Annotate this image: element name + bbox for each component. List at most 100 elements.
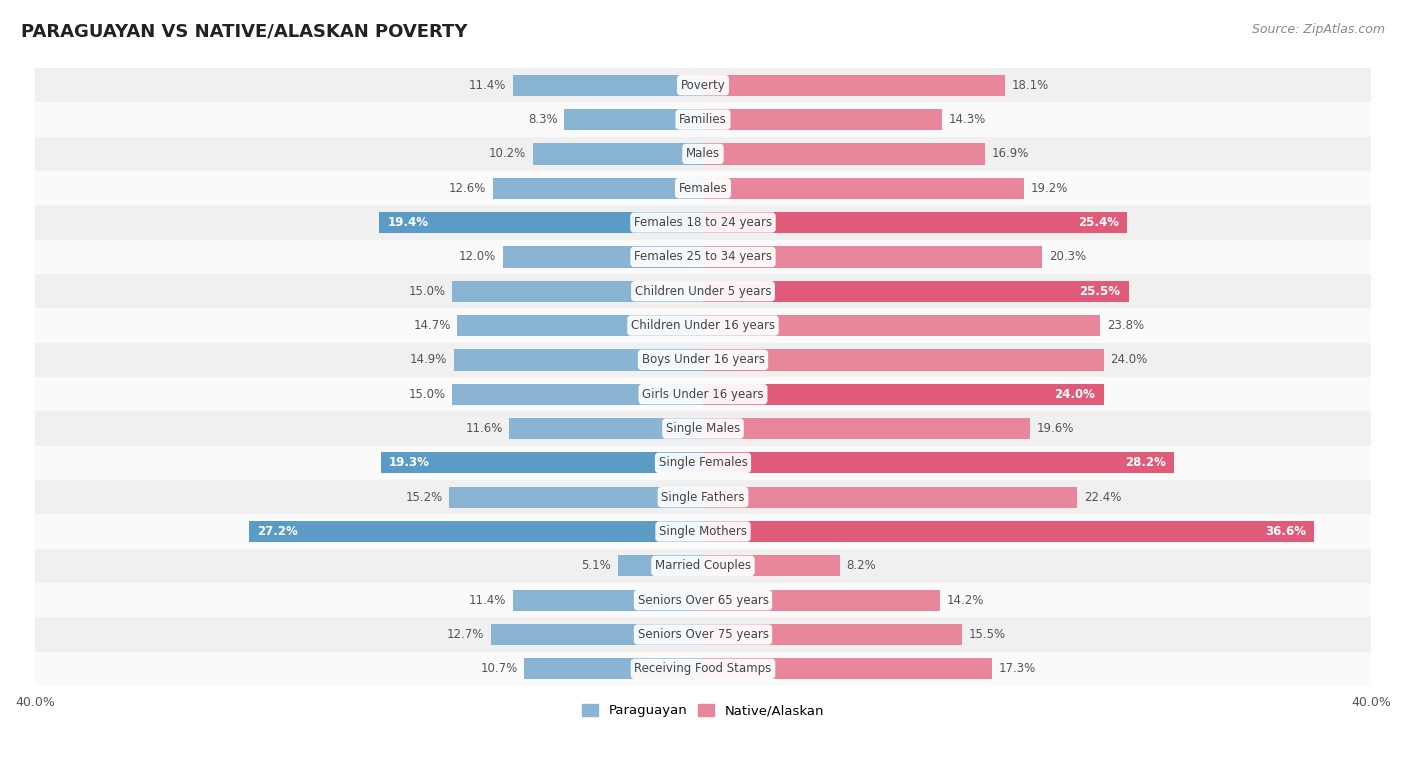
Text: Females 18 to 24 years: Females 18 to 24 years bbox=[634, 216, 772, 229]
Text: Children Under 5 years: Children Under 5 years bbox=[634, 285, 772, 298]
Bar bbox=[35, 343, 1371, 377]
Text: Source: ZipAtlas.com: Source: ZipAtlas.com bbox=[1251, 23, 1385, 36]
Bar bbox=[381, 453, 703, 474]
Text: 24.0%: 24.0% bbox=[1054, 387, 1095, 401]
Bar bbox=[703, 453, 1174, 474]
Text: 24.0%: 24.0% bbox=[1111, 353, 1147, 366]
Bar bbox=[703, 212, 1128, 233]
Bar bbox=[35, 515, 1371, 549]
Bar bbox=[703, 487, 1077, 508]
Bar bbox=[35, 446, 1371, 480]
Bar bbox=[703, 177, 1024, 199]
Bar bbox=[35, 617, 1371, 652]
Text: 14.9%: 14.9% bbox=[411, 353, 447, 366]
Text: Receiving Food Stamps: Receiving Food Stamps bbox=[634, 662, 772, 675]
Text: Single Females: Single Females bbox=[658, 456, 748, 469]
Text: 25.5%: 25.5% bbox=[1080, 285, 1121, 298]
Text: 15.0%: 15.0% bbox=[409, 285, 446, 298]
Bar bbox=[703, 349, 1104, 371]
Text: 18.1%: 18.1% bbox=[1012, 79, 1049, 92]
Bar bbox=[703, 418, 1031, 439]
Legend: Paraguayan, Native/Alaskan: Paraguayan, Native/Alaskan bbox=[576, 699, 830, 722]
Text: 14.2%: 14.2% bbox=[946, 594, 984, 606]
Bar bbox=[457, 315, 703, 337]
Bar bbox=[533, 143, 703, 164]
Text: 10.2%: 10.2% bbox=[489, 147, 526, 161]
Text: 11.6%: 11.6% bbox=[465, 422, 502, 435]
Bar bbox=[703, 143, 986, 164]
Text: 12.0%: 12.0% bbox=[458, 250, 496, 263]
Bar bbox=[703, 109, 942, 130]
Bar bbox=[35, 171, 1371, 205]
Text: Single Males: Single Males bbox=[666, 422, 740, 435]
Text: 10.7%: 10.7% bbox=[481, 662, 517, 675]
Bar bbox=[491, 624, 703, 645]
Text: 17.3%: 17.3% bbox=[998, 662, 1036, 675]
Bar bbox=[35, 309, 1371, 343]
Text: 19.3%: 19.3% bbox=[389, 456, 430, 469]
Bar bbox=[492, 177, 703, 199]
Text: 27.2%: 27.2% bbox=[257, 525, 298, 538]
Text: 8.3%: 8.3% bbox=[529, 113, 558, 126]
Text: 5.1%: 5.1% bbox=[582, 559, 612, 572]
Text: Children Under 16 years: Children Under 16 years bbox=[631, 319, 775, 332]
Bar bbox=[35, 274, 1371, 309]
Bar bbox=[249, 521, 703, 542]
Text: Females 25 to 34 years: Females 25 to 34 years bbox=[634, 250, 772, 263]
Text: Poverty: Poverty bbox=[681, 79, 725, 92]
Bar bbox=[35, 377, 1371, 412]
Bar bbox=[453, 280, 703, 302]
Bar bbox=[449, 487, 703, 508]
Text: Females: Females bbox=[679, 182, 727, 195]
Bar bbox=[35, 549, 1371, 583]
Bar bbox=[35, 102, 1371, 136]
Bar bbox=[617, 555, 703, 577]
Text: 19.2%: 19.2% bbox=[1031, 182, 1067, 195]
Text: 15.0%: 15.0% bbox=[409, 387, 446, 401]
Text: 8.2%: 8.2% bbox=[846, 559, 876, 572]
Text: 12.6%: 12.6% bbox=[449, 182, 486, 195]
Bar bbox=[380, 212, 703, 233]
Bar bbox=[35, 136, 1371, 171]
Bar bbox=[703, 246, 1042, 268]
Bar bbox=[703, 624, 962, 645]
Bar bbox=[703, 555, 839, 577]
Text: Single Fathers: Single Fathers bbox=[661, 490, 745, 503]
Text: 11.4%: 11.4% bbox=[468, 79, 506, 92]
Bar bbox=[453, 384, 703, 405]
Bar bbox=[564, 109, 703, 130]
Bar bbox=[509, 418, 703, 439]
Text: Males: Males bbox=[686, 147, 720, 161]
Text: Girls Under 16 years: Girls Under 16 years bbox=[643, 387, 763, 401]
Text: PARAGUAYAN VS NATIVE/ALASKAN POVERTY: PARAGUAYAN VS NATIVE/ALASKAN POVERTY bbox=[21, 23, 468, 41]
Text: 19.6%: 19.6% bbox=[1038, 422, 1074, 435]
Bar bbox=[703, 658, 993, 679]
Bar bbox=[703, 280, 1129, 302]
Text: 15.2%: 15.2% bbox=[405, 490, 443, 503]
Text: 19.4%: 19.4% bbox=[387, 216, 429, 229]
Text: 28.2%: 28.2% bbox=[1125, 456, 1166, 469]
Text: 11.4%: 11.4% bbox=[468, 594, 506, 606]
Bar bbox=[703, 521, 1315, 542]
Bar bbox=[703, 384, 1104, 405]
Bar bbox=[35, 205, 1371, 240]
Text: 16.9%: 16.9% bbox=[993, 147, 1029, 161]
Bar bbox=[35, 480, 1371, 515]
Text: Seniors Over 65 years: Seniors Over 65 years bbox=[637, 594, 769, 606]
Bar bbox=[35, 583, 1371, 617]
Bar bbox=[703, 315, 1101, 337]
Bar bbox=[703, 74, 1005, 96]
Text: 14.7%: 14.7% bbox=[413, 319, 451, 332]
Bar bbox=[703, 590, 941, 611]
Text: Seniors Over 75 years: Seniors Over 75 years bbox=[637, 628, 769, 641]
Text: 25.4%: 25.4% bbox=[1078, 216, 1119, 229]
Text: 12.7%: 12.7% bbox=[447, 628, 484, 641]
Text: Boys Under 16 years: Boys Under 16 years bbox=[641, 353, 765, 366]
Text: 15.5%: 15.5% bbox=[969, 628, 1005, 641]
Bar bbox=[35, 652, 1371, 686]
Text: 23.8%: 23.8% bbox=[1107, 319, 1144, 332]
Text: 36.6%: 36.6% bbox=[1265, 525, 1306, 538]
Text: Single Mothers: Single Mothers bbox=[659, 525, 747, 538]
Bar bbox=[513, 74, 703, 96]
Text: 14.3%: 14.3% bbox=[949, 113, 986, 126]
